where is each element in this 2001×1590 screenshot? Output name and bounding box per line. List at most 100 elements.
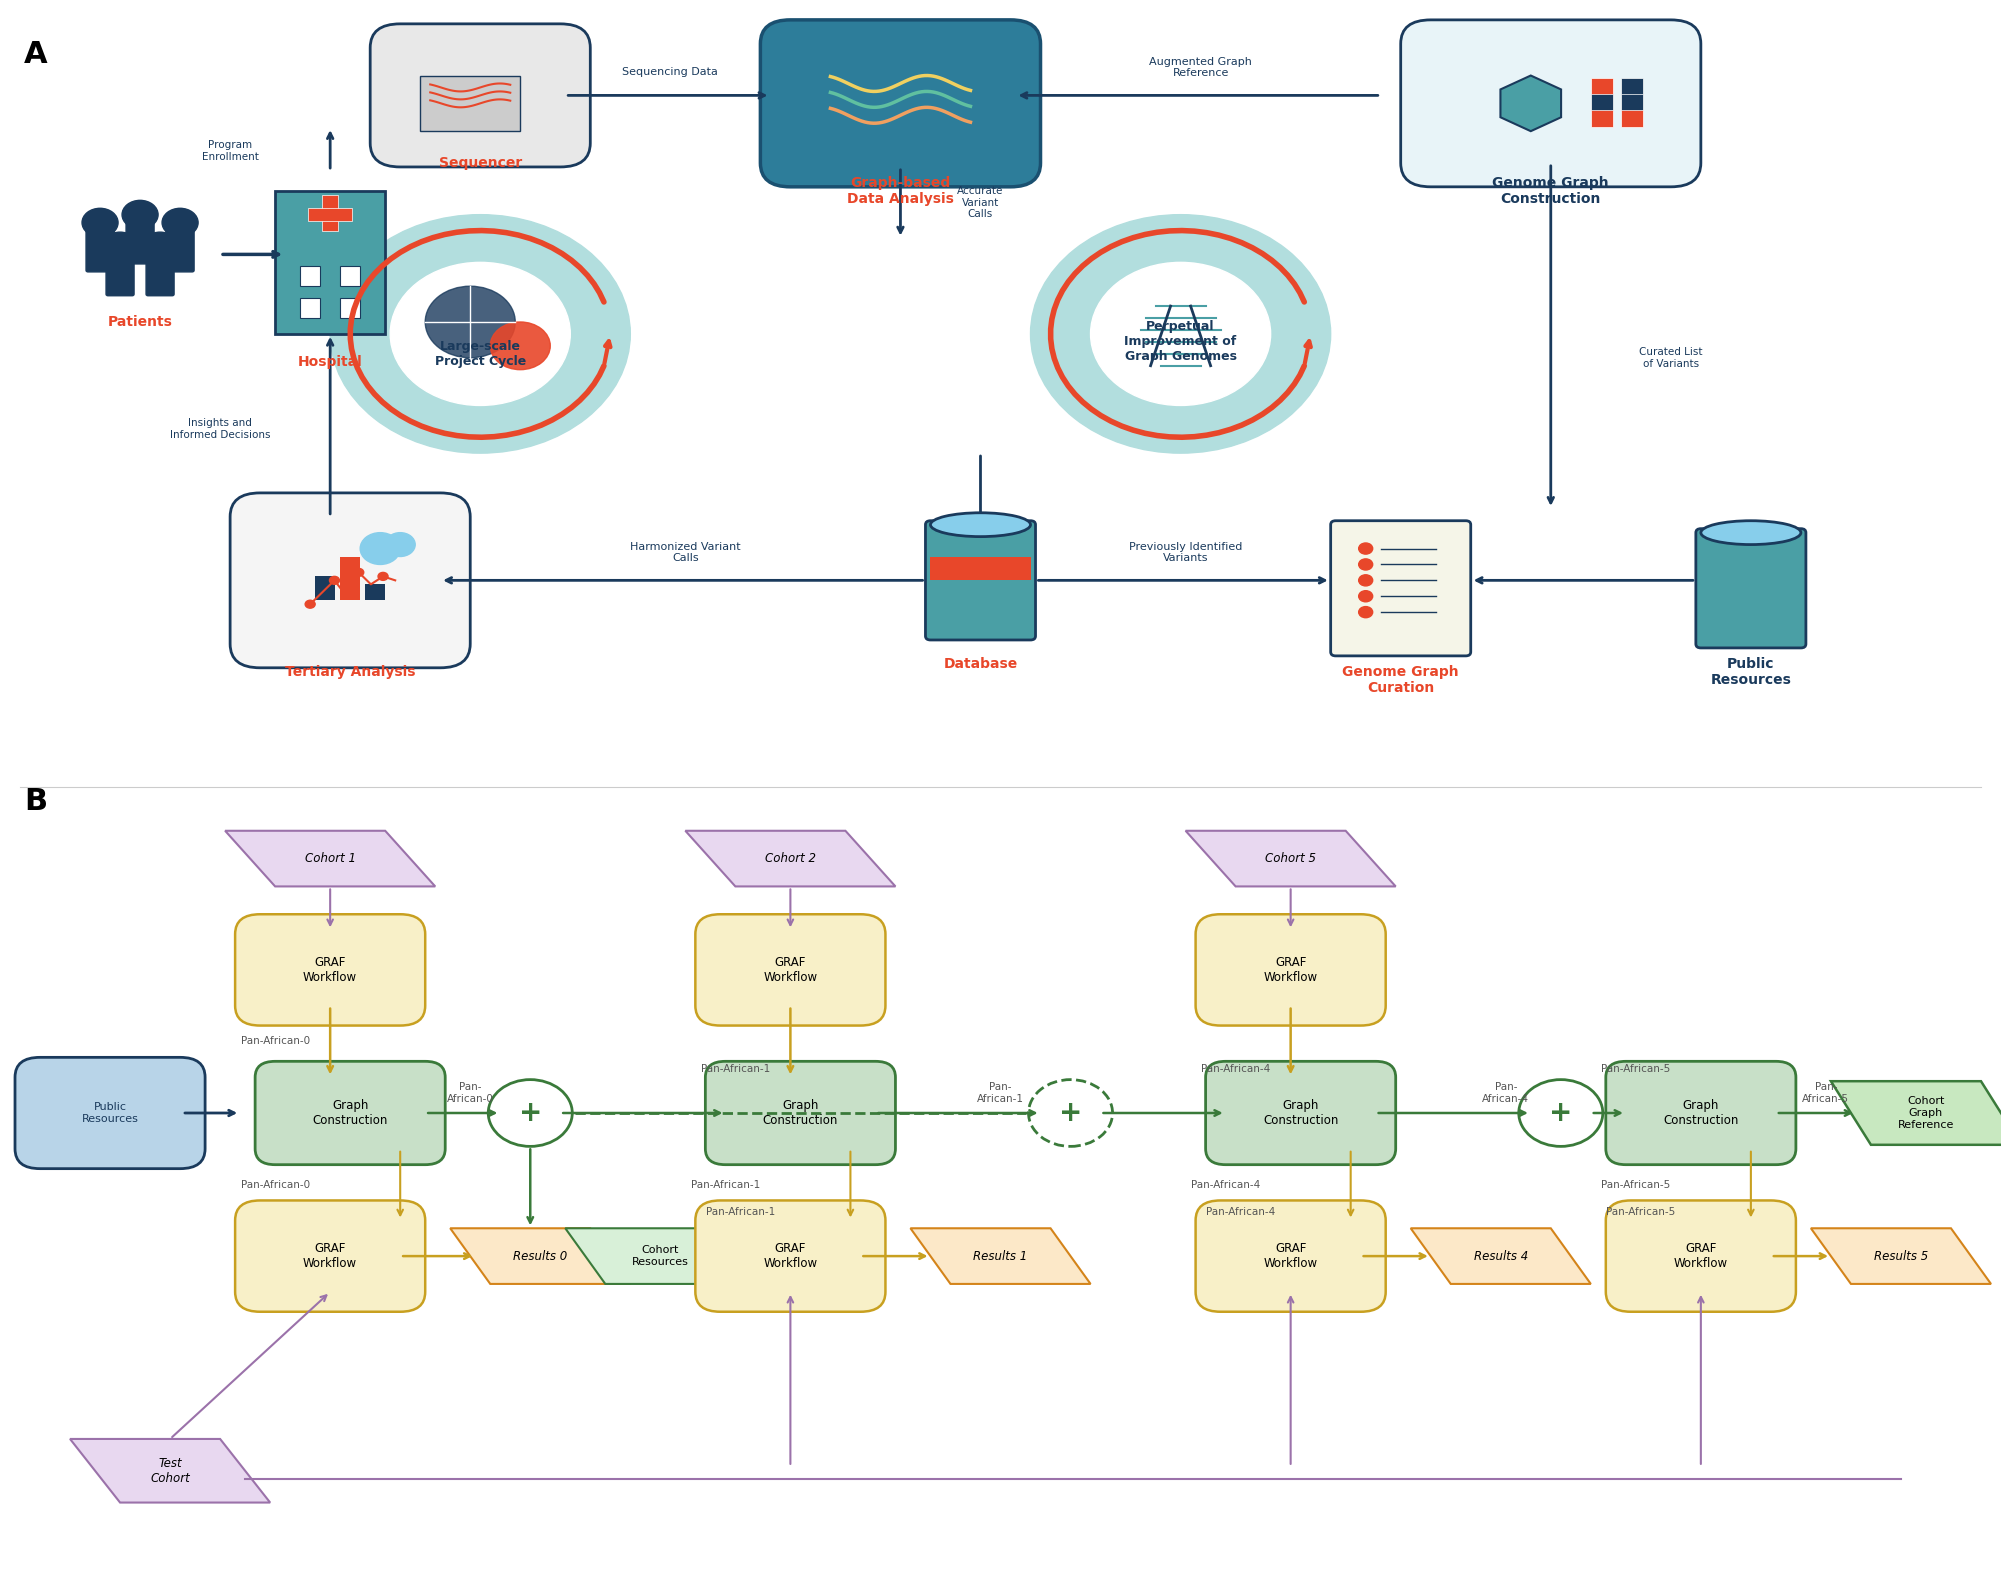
Circle shape [82, 208, 118, 237]
FancyBboxPatch shape [1607, 1062, 1797, 1164]
Bar [1591, 94, 1613, 111]
FancyBboxPatch shape [930, 556, 1031, 580]
Text: GRAF
Workflow: GRAF Workflow [762, 1242, 818, 1270]
Circle shape [1359, 606, 1373, 619]
Text: Genome Graph
Construction: Genome Graph Construction [1493, 176, 1609, 205]
FancyBboxPatch shape [234, 914, 426, 1026]
FancyBboxPatch shape [146, 253, 174, 296]
FancyBboxPatch shape [1607, 1200, 1797, 1312]
FancyBboxPatch shape [370, 24, 590, 167]
Circle shape [330, 215, 630, 453]
Bar [1621, 94, 1643, 111]
Text: Results 1: Results 1 [972, 1250, 1029, 1262]
FancyBboxPatch shape [1331, 522, 1471, 655]
Text: Pan-African-1: Pan-African-1 [700, 1064, 770, 1075]
Text: Pan-
African-0: Pan- African-0 [446, 1083, 494, 1103]
FancyBboxPatch shape [696, 1200, 886, 1312]
Text: B: B [24, 787, 48, 816]
Bar [340, 556, 360, 601]
Text: Program
Enrollment: Program Enrollment [202, 140, 258, 162]
Text: Insights and
Informed Decisions: Insights and Informed Decisions [170, 418, 270, 440]
Text: Sequencer: Sequencer [438, 156, 522, 170]
Text: Pan-
African-1: Pan- African-1 [976, 1083, 1025, 1103]
Bar [364, 585, 384, 601]
Text: Large-scale
Project Cycle: Large-scale Project Cycle [434, 340, 526, 367]
Text: Pan-African-5: Pan-African-5 [1601, 1064, 1671, 1075]
Circle shape [490, 323, 550, 370]
Bar [340, 299, 360, 318]
Circle shape [1091, 262, 1271, 405]
Text: A: A [24, 40, 48, 68]
Text: Sequencing Data: Sequencing Data [622, 67, 718, 76]
Text: Graph
Construction: Graph Construction [762, 1099, 838, 1127]
Bar [308, 208, 352, 221]
Circle shape [386, 533, 416, 556]
Text: Hospital: Hospital [298, 355, 362, 369]
FancyBboxPatch shape [706, 1062, 894, 1164]
Text: +: + [1549, 1099, 1573, 1127]
Bar [1591, 110, 1613, 127]
FancyBboxPatch shape [106, 253, 134, 296]
Text: Patients: Patients [108, 315, 172, 329]
Text: Pan-African-4: Pan-African-4 [1207, 1207, 1275, 1218]
Text: Pan-African-0: Pan-African-0 [240, 1037, 310, 1046]
Polygon shape [224, 832, 436, 887]
Text: Pan-
African-4: Pan- African-4 [1483, 1083, 1529, 1103]
Circle shape [102, 232, 138, 261]
Circle shape [1359, 576, 1373, 587]
FancyBboxPatch shape [256, 1062, 444, 1164]
Text: Previously Identified
Variants: Previously Identified Variants [1129, 542, 1243, 563]
Text: Pan-
African-5: Pan- African-5 [1803, 1083, 1849, 1103]
FancyBboxPatch shape [760, 21, 1041, 188]
Text: Public
Resources: Public Resources [82, 1102, 138, 1124]
Text: Graph
Construction: Graph Construction [1263, 1099, 1339, 1127]
FancyBboxPatch shape [1197, 1200, 1387, 1312]
Bar [1621, 78, 1643, 95]
Circle shape [354, 569, 364, 577]
Text: Pan-African-4: Pan-African-4 [1201, 1064, 1271, 1075]
Text: Public
Resources: Public Resources [1711, 657, 1791, 687]
Bar [300, 299, 320, 318]
Bar [1621, 110, 1643, 127]
FancyBboxPatch shape [234, 1200, 426, 1312]
Text: Genome Graph
Curation: Genome Graph Curation [1343, 665, 1459, 695]
Text: GRAF
Workflow: GRAF Workflow [762, 956, 818, 984]
Text: Cohort 1: Cohort 1 [304, 852, 356, 865]
Bar [1591, 78, 1613, 95]
Text: Results 4: Results 4 [1473, 1250, 1529, 1262]
Ellipse shape [930, 514, 1031, 537]
Text: Pan-African-1: Pan-African-1 [706, 1207, 774, 1218]
Text: GRAF
Workflow: GRAF Workflow [302, 1242, 358, 1270]
Polygon shape [70, 1439, 270, 1503]
Circle shape [426, 286, 516, 358]
Text: Database: Database [942, 657, 1019, 671]
Circle shape [378, 572, 388, 580]
FancyBboxPatch shape [86, 229, 114, 272]
Text: GRAF
Workflow: GRAF Workflow [302, 956, 358, 984]
Polygon shape [566, 1227, 756, 1285]
Polygon shape [1831, 1081, 2001, 1145]
Polygon shape [1411, 1227, 1591, 1285]
Text: Pan-African-0: Pan-African-0 [240, 1180, 310, 1189]
Text: Results 5: Results 5 [1873, 1250, 1929, 1262]
Bar [420, 75, 520, 130]
Text: Cohort
Resources: Cohort Resources [632, 1245, 688, 1267]
Circle shape [306, 599, 316, 607]
Polygon shape [910, 1227, 1091, 1285]
Text: +: + [518, 1099, 542, 1127]
FancyBboxPatch shape [1697, 528, 1807, 649]
Circle shape [1359, 542, 1373, 555]
Text: Graph
Construction: Graph Construction [312, 1099, 388, 1127]
Polygon shape [450, 1227, 630, 1285]
Text: Pan-African-4: Pan-African-4 [1191, 1180, 1261, 1189]
FancyBboxPatch shape [1197, 914, 1387, 1026]
Text: Cohort 2: Cohort 2 [764, 852, 816, 865]
Text: GRAF
Workflow: GRAF Workflow [1263, 956, 1319, 984]
Circle shape [330, 577, 340, 585]
Bar [316, 577, 336, 601]
Circle shape [142, 232, 178, 261]
FancyBboxPatch shape [924, 522, 1037, 641]
Text: Cohort
Graph
Reference: Cohort Graph Reference [1897, 1097, 1955, 1129]
Circle shape [1031, 215, 1331, 453]
Bar [340, 267, 360, 286]
